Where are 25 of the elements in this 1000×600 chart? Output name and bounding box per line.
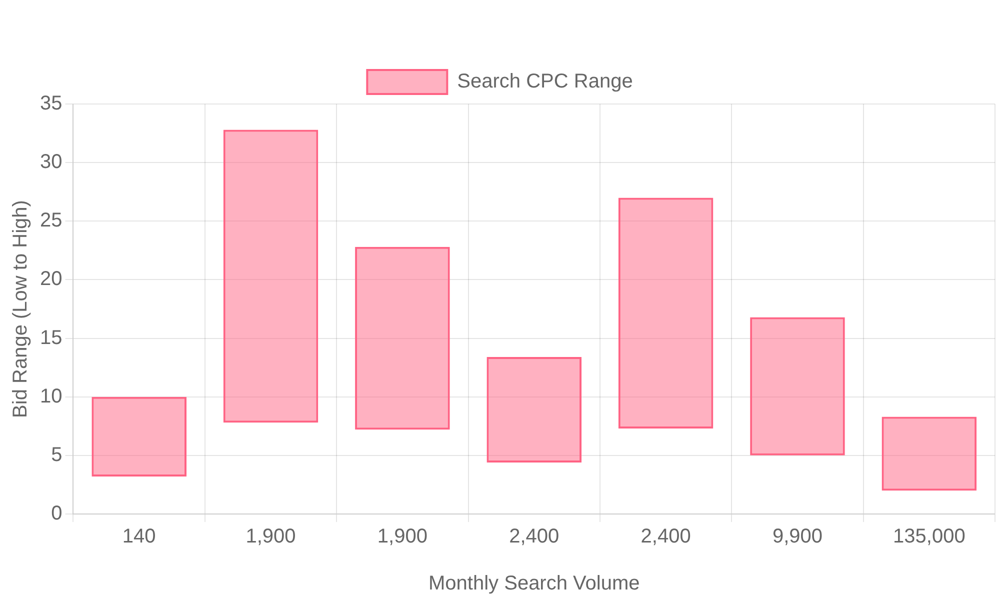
x-tick-label: 2,400 xyxy=(509,526,560,548)
x-tick-label: 2,400 xyxy=(640,526,691,548)
x-axis-title: Monthly Search Volume xyxy=(428,572,640,595)
x-tick-label: 140 xyxy=(122,526,156,548)
y-tick-label: 5 xyxy=(51,444,62,466)
y-tick-label: 25 xyxy=(40,210,62,232)
x-tick-label: 1,900 xyxy=(246,526,296,548)
bar xyxy=(92,396,186,477)
y-axis-title: Bid Range (Low to High) xyxy=(10,200,32,418)
legend-label: Search CPC Range xyxy=(457,70,633,93)
y-tick-label: 30 xyxy=(40,151,62,174)
bar xyxy=(750,317,845,456)
y-tick-label: 35 xyxy=(40,92,62,115)
bar xyxy=(618,198,714,428)
x-tick-label: 1,900 xyxy=(377,526,428,548)
y-tick-label: 20 xyxy=(40,268,62,290)
x-tick-label: 9,900 xyxy=(772,526,823,548)
bar xyxy=(486,357,582,462)
y-tick-label: 10 xyxy=(40,385,62,408)
bar xyxy=(882,416,977,491)
bar xyxy=(355,246,450,430)
y-tick-label: 0 xyxy=(51,502,62,525)
x-tick-label: 135,000 xyxy=(893,526,966,548)
bar xyxy=(223,130,318,423)
y-tick-label: 15 xyxy=(40,326,62,349)
